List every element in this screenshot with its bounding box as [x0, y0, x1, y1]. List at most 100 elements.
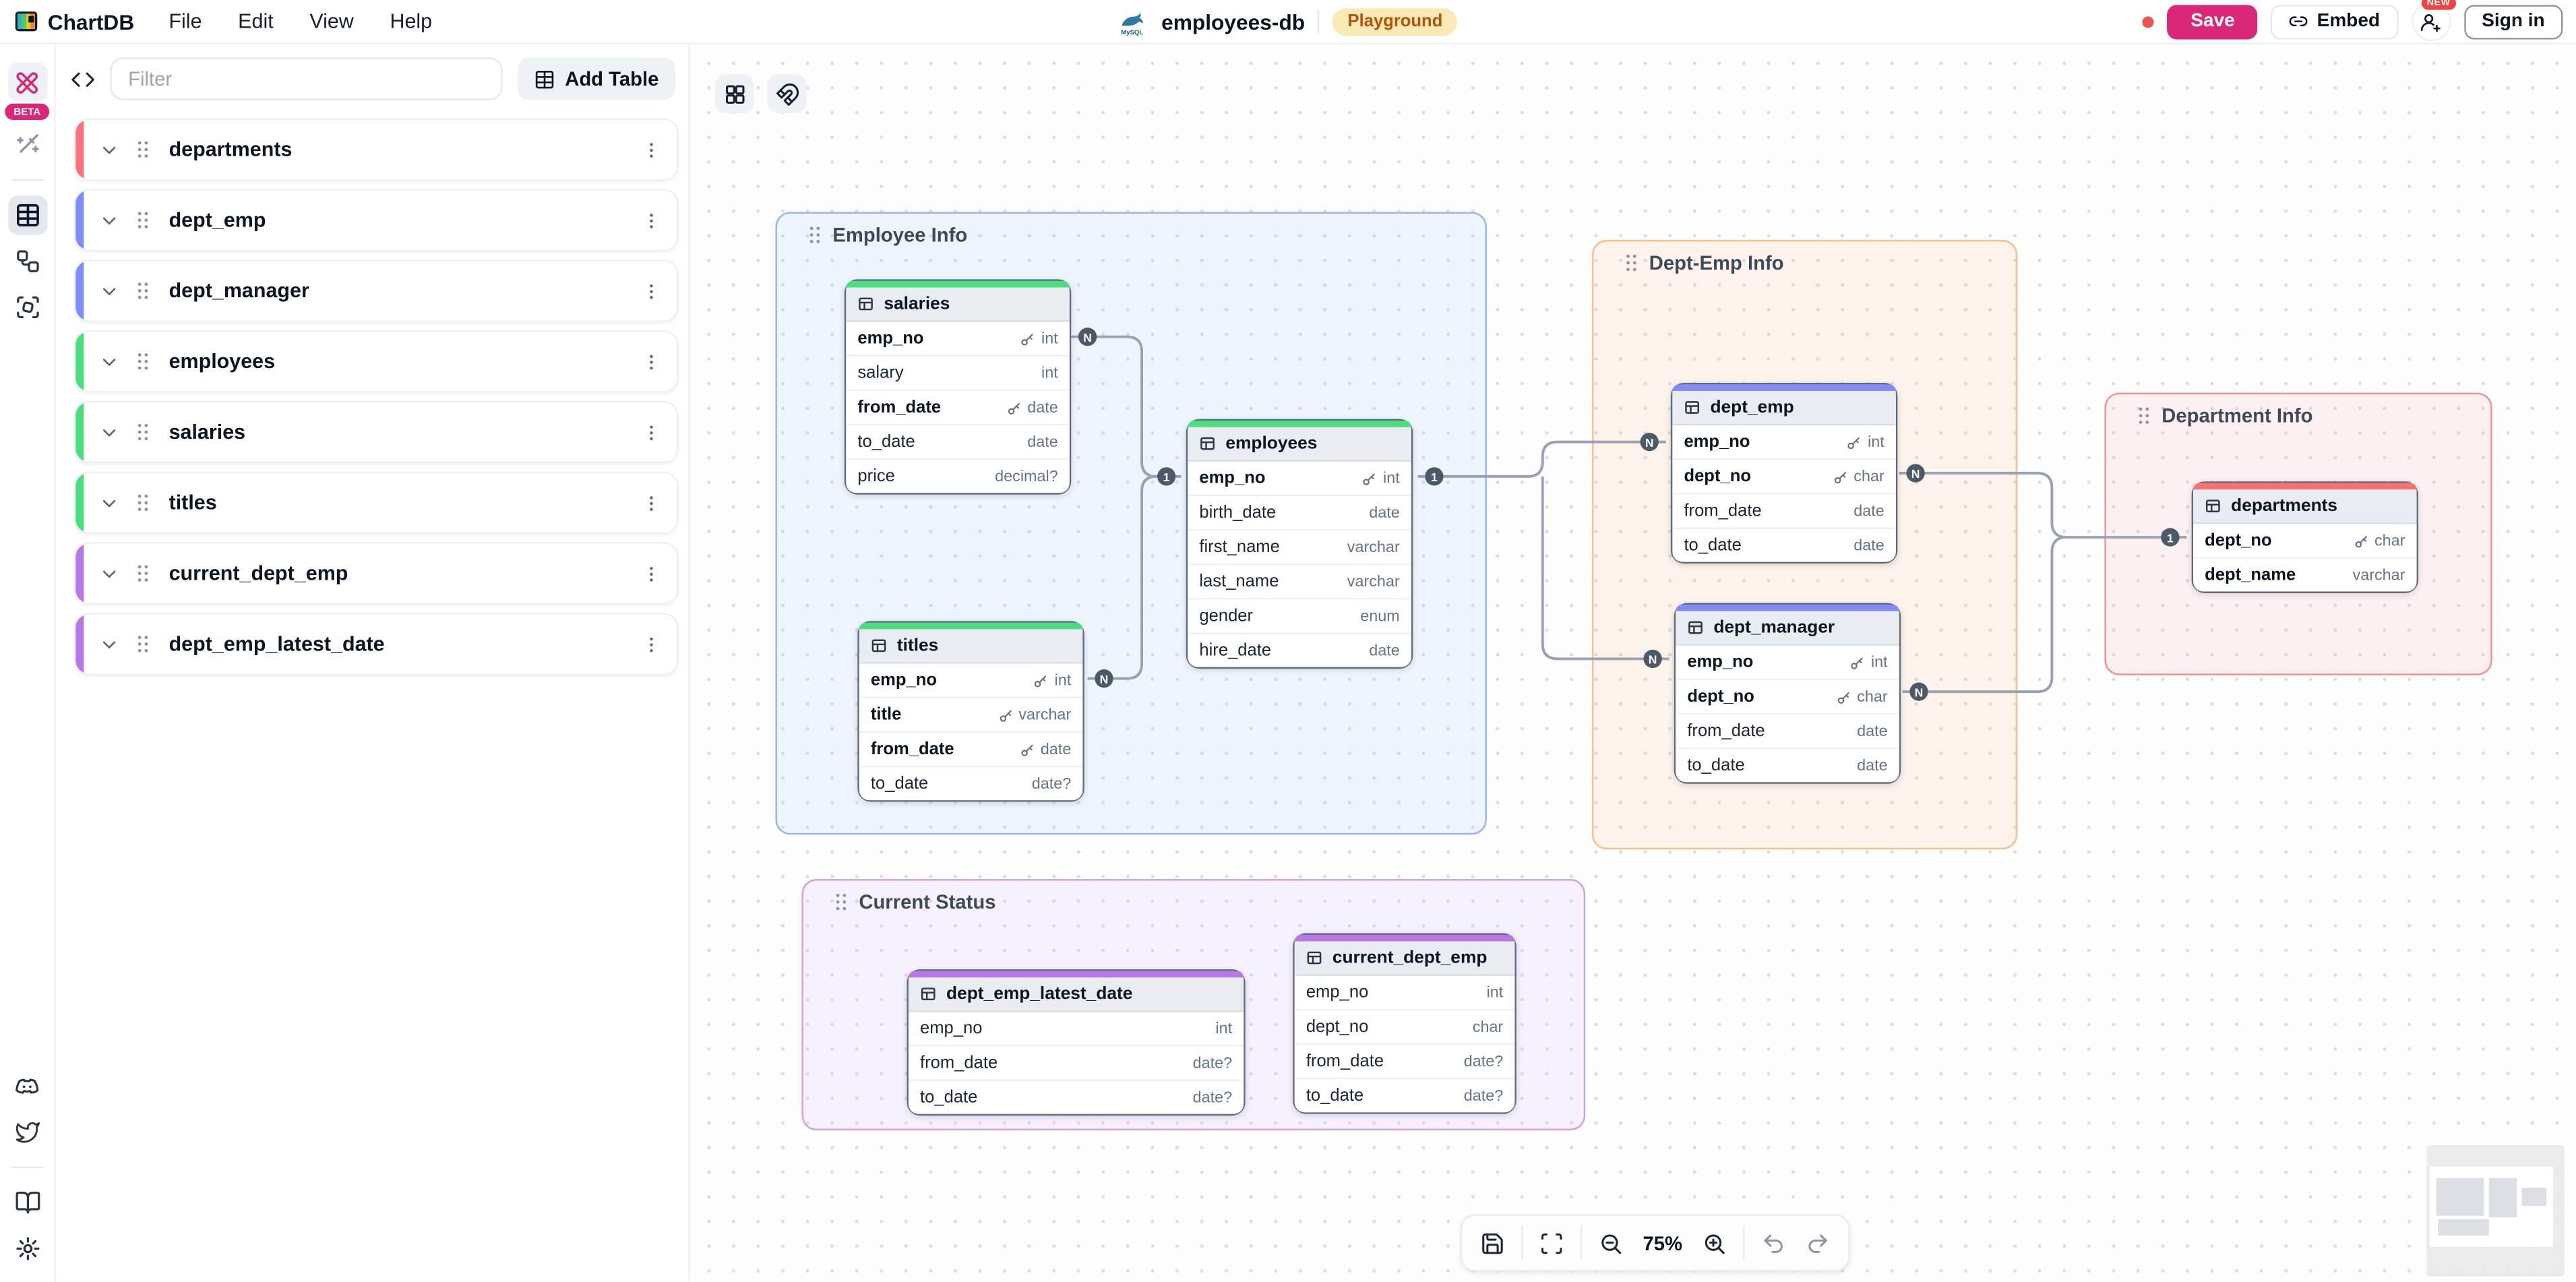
table-field-row[interactable]: to_date date?: [908, 1080, 1244, 1114]
table-header[interactable]: salaries: [846, 287, 1070, 322]
table-field-row[interactable]: gender enum: [1188, 599, 1411, 634]
zoom-level-label[interactable]: 75%: [1643, 1231, 1683, 1255]
sidebar-table-item-dept_emp_latest_date[interactable]: dept_emp_latest_date: [73, 613, 679, 675]
diagram-table-titles[interactable]: titles emp_no int title varchar from_date date…: [857, 621, 1084, 802]
drag-handle[interactable]: [137, 636, 148, 652]
relationship-edge[interactable]: [1087, 475, 1157, 680]
relationship-edge[interactable]: [1902, 536, 2067, 694]
diagram-table-dept_emp[interactable]: dept_emp emp_no int dept_no char from_date dat…: [1670, 382, 1898, 564]
undo-button[interactable]: [1751, 1221, 1796, 1265]
menu-help[interactable]: Help: [390, 9, 433, 33]
sidebar-table-item-titles[interactable]: titles: [73, 471, 679, 535]
table-field-row[interactable]: dept_no char: [1676, 680, 1899, 715]
diagram-table-salaries[interactable]: salaries emp_no int salary int from_date date t…: [844, 279, 1072, 495]
show-all-button[interactable]: [714, 73, 754, 114]
table-field-row[interactable]: birth_date date: [1188, 496, 1411, 531]
relationship-edge[interactable]: [1541, 476, 1669, 661]
drag-handle[interactable]: [137, 142, 148, 158]
expand-table-button[interactable]: [98, 634, 120, 655]
drag-handle[interactable]: [137, 212, 148, 228]
table-field-row[interactable]: emp_no int: [908, 1012, 1244, 1047]
relationship-edge[interactable]: [1071, 335, 1182, 478]
add-table-button[interactable]: Add Table: [517, 57, 675, 100]
filter-input[interactable]: [110, 57, 503, 100]
magic-wand-button[interactable]: [7, 125, 47, 164]
table-field-row[interactable]: hire_date date: [1188, 634, 1411, 667]
sidebar-table-item-employees[interactable]: employees: [73, 330, 679, 393]
table-field-row[interactable]: dept_name varchar: [2193, 558, 2417, 592]
expand-table-button[interactable]: [98, 210, 120, 231]
drag-handle[interactable]: [137, 353, 148, 369]
expand-table-button[interactable]: [98, 280, 120, 302]
diagram-table-departments[interactable]: departments dept_no char dept_name varchar: [2191, 481, 2418, 593]
table-header[interactable]: employees: [1188, 427, 1411, 462]
table-menu-button[interactable]: [641, 350, 663, 372]
table-field-row[interactable]: emp_no int: [1676, 645, 1899, 681]
table-field-row[interactable]: from_date date: [846, 391, 1070, 426]
table-field-row[interactable]: to_date date: [1676, 749, 1899, 783]
expand-table-button[interactable]: [98, 563, 120, 584]
expand-table-button[interactable]: [98, 350, 120, 372]
settings-button[interactable]: [7, 1229, 47, 1269]
table-field-row[interactable]: title varchar: [859, 698, 1083, 733]
drag-handle[interactable]: [137, 565, 148, 582]
table-field-row[interactable]: from_date date: [1676, 714, 1899, 750]
relationship-edge[interactable]: [1417, 440, 1666, 478]
diagram-table-employees[interactable]: employees emp_no int birth_date date first_na…: [1186, 419, 1413, 669]
drag-handle[interactable]: [137, 282, 148, 299]
table-field-row[interactable]: dept_no char: [2193, 524, 2417, 559]
signin-button[interactable]: Sign in: [2463, 4, 2563, 39]
drag-handle[interactable]: [836, 894, 846, 910]
table-header[interactable]: current_dept_emp: [1294, 941, 1515, 976]
redo-button[interactable]: [1796, 1221, 1840, 1265]
table-field-row[interactable]: emp_no int: [859, 663, 1083, 698]
save-button[interactable]: Save: [2168, 4, 2258, 39]
sidebar-table-item-salaries[interactable]: salaries: [73, 400, 679, 464]
relationship-edge[interactable]: [1899, 472, 2187, 539]
editor-tool-button[interactable]: [7, 62, 47, 102]
table-menu-button[interactable]: [641, 210, 663, 231]
table-field-row[interactable]: last_name varchar: [1188, 565, 1411, 600]
table-header[interactable]: dept_emp_latest_date: [908, 977, 1244, 1012]
table-field-row[interactable]: emp_no int: [846, 322, 1070, 357]
diagram-name[interactable]: employees-db: [1161, 9, 1306, 34]
minimap[interactable]: [2426, 1144, 2565, 1277]
table-field-row[interactable]: from_date date: [1672, 494, 1896, 529]
menu-file[interactable]: File: [168, 9, 202, 33]
table-field-row[interactable]: from_date date?: [908, 1046, 1244, 1081]
menu-edit[interactable]: Edit: [238, 9, 274, 33]
table-menu-button[interactable]: [641, 634, 663, 655]
drag-handle[interactable]: [809, 226, 820, 243]
sidebar-table-item-current_dept_emp[interactable]: current_dept_emp: [73, 542, 679, 605]
table-field-row[interactable]: from_date date: [859, 733, 1083, 768]
drag-handle[interactable]: [2139, 407, 2149, 424]
table-menu-button[interactable]: [641, 563, 663, 584]
table-field-row[interactable]: dept_no char: [1672, 460, 1896, 495]
table-header[interactable]: dept_emp: [1672, 391, 1896, 426]
drag-handle[interactable]: [1626, 255, 1636, 271]
expand-table-button[interactable]: [98, 139, 120, 160]
save-diagram-button[interactable]: [1471, 1221, 1515, 1265]
table-field-row[interactable]: from_date date?: [1294, 1045, 1515, 1080]
chartdb-logo[interactable]: ChartDB: [13, 8, 134, 34]
table-menu-button[interactable]: [641, 421, 663, 443]
table-header[interactable]: departments: [2193, 489, 2417, 524]
twitter-link-button[interactable]: [7, 1112, 47, 1152]
table-header[interactable]: dept_manager: [1676, 611, 1899, 646]
table-field-row[interactable]: to_date date: [1672, 528, 1896, 562]
view-code-button[interactable]: [71, 67, 96, 92]
expand-table-button[interactable]: [98, 492, 120, 514]
sidebar-table-item-dept_emp[interactable]: dept_emp: [73, 189, 679, 251]
table-field-row[interactable]: to_date date: [846, 425, 1070, 460]
areas-panel-button[interactable]: [7, 288, 47, 328]
docs-button[interactable]: [7, 1183, 47, 1223]
diagram-table-dept_manager[interactable]: dept_manager emp_no int dept_no char from_dat…: [1674, 603, 1901, 784]
table-field-row[interactable]: emp_no int: [1672, 425, 1896, 460]
table-field-row[interactable]: dept_no char: [1294, 1010, 1515, 1045]
discord-link-button[interactable]: [7, 1066, 47, 1106]
zoom-out-button[interactable]: [1589, 1221, 1633, 1265]
table-field-row[interactable]: to_date date?: [1294, 1079, 1515, 1113]
relationships-panel-button[interactable]: [7, 241, 47, 281]
sidebar-table-item-dept_manager[interactable]: dept_manager: [73, 260, 679, 322]
diagram-table-dept_emp_latest_date[interactable]: dept_emp_latest_date emp_no int from_date da…: [907, 969, 1246, 1116]
